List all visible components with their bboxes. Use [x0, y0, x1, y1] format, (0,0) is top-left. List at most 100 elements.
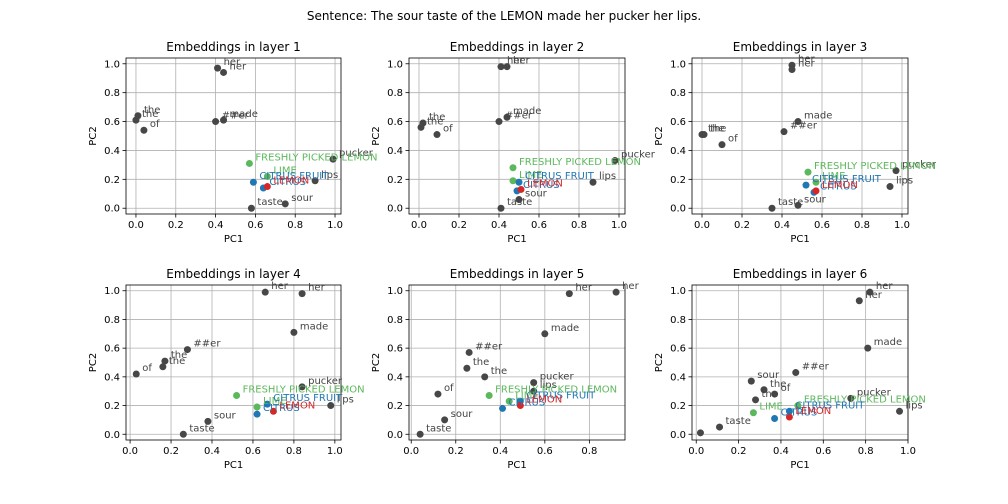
- point-label: LIME: [515, 390, 538, 401]
- point-label: taste: [189, 423, 214, 434]
- scatter-point: [896, 407, 904, 415]
- point-label: made: [513, 106, 541, 117]
- scatter-point: [771, 390, 779, 398]
- scatter-point: [716, 423, 724, 431]
- scatter-point: [804, 168, 812, 176]
- y-tick-label: 0.4: [387, 146, 403, 157]
- y-tick-label: 0.0: [670, 430, 686, 441]
- y-tick-label: 0.0: [104, 430, 120, 441]
- y-tick-label: 0.8: [387, 88, 403, 99]
- point-label: her: [513, 56, 530, 67]
- y-tick-label: 0.8: [104, 88, 120, 99]
- point-label: CITRUS: [523, 180, 560, 191]
- scatter-point: [290, 328, 298, 336]
- y-tick-label: 1.0: [387, 286, 403, 297]
- point-label: her: [224, 57, 241, 68]
- x-tick-label: 1.0: [900, 446, 916, 457]
- y-tick-label: 1.0: [104, 59, 120, 70]
- x-axis-label: PC1: [224, 234, 243, 245]
- point-label: CITRUS FRUIT: [812, 174, 882, 185]
- chart-title: Embeddings in layer 4: [166, 267, 300, 281]
- point-label: LEMON: [526, 395, 562, 406]
- y-tick-label: 0.4: [387, 372, 403, 383]
- point-labels: thetheofherhermade##erpuckerlipssourtast…: [142, 57, 377, 208]
- point-label: the: [473, 357, 489, 368]
- scatter-point: [749, 409, 757, 417]
- scatter-point: [245, 159, 253, 167]
- x-tick-label: 0.6: [537, 446, 553, 457]
- point-label: lips: [896, 176, 913, 187]
- x-axis-label: PC1: [790, 460, 809, 471]
- point-label: FRESHLY PICKED LEMON: [814, 161, 936, 172]
- y-tick-label: 0.6: [104, 117, 120, 128]
- scatter-point: [212, 118, 220, 126]
- x-tick-label: 1.0: [894, 220, 910, 231]
- chart-panel-1: 0.0 0.2 0.4 0.6 0.8 1.0 0.0 0.2 0.4 0.6 0.8 1.0 Embe…: [88, 40, 377, 245]
- point-label: FRESHLY PICKED LEMON: [495, 385, 617, 396]
- chart-title: Embeddings in layer 5: [450, 267, 584, 281]
- x-tick-label: 1.0: [327, 220, 343, 231]
- point-label: taste: [507, 197, 532, 208]
- point-label: FRESHLY PICKED LEMON: [519, 157, 641, 168]
- y-axis-label: PC2: [88, 353, 99, 372]
- point-label: the: [708, 124, 724, 135]
- point-label: pucker: [902, 160, 937, 171]
- scatter-point: [785, 407, 793, 415]
- point-label: of: [142, 363, 152, 374]
- x-tick-label: 0.6: [245, 446, 261, 457]
- scatter-point: [812, 178, 820, 186]
- scatter-point: [485, 392, 493, 400]
- point-label: of: [728, 134, 738, 145]
- point-label: her: [865, 290, 882, 301]
- point-label: the: [491, 366, 507, 377]
- x-tick-label: 0.6: [247, 220, 263, 231]
- chart-title: Embeddings in layer 2: [450, 40, 584, 54]
- scatter-point: [780, 128, 788, 136]
- x-tick-label: 0.0: [411, 220, 427, 231]
- point-label: the: [770, 379, 786, 390]
- x-axis-label: PC1: [790, 234, 809, 245]
- y-axis-label: PC2: [654, 353, 665, 372]
- point-label: LIME: [263, 396, 286, 407]
- point-label: the: [427, 116, 443, 127]
- scatter-point: [220, 68, 228, 76]
- x-tick-label: 0.4: [492, 446, 508, 457]
- scatter-point: [159, 363, 167, 371]
- point-label: made: [300, 321, 328, 332]
- point-label: pucker: [339, 148, 374, 159]
- point-label: FRESHLY PICKED LEMON: [243, 385, 365, 396]
- x-tick-label: 0.8: [858, 446, 874, 457]
- point-label: taste: [778, 197, 803, 208]
- point-label: lips: [540, 380, 557, 391]
- scatter-point: [794, 402, 802, 410]
- y-tick-label: 0.0: [670, 204, 686, 215]
- scatter-point: [233, 392, 241, 400]
- point-label: FRESHLY PICKED LEMON: [804, 395, 926, 406]
- y-axis-label: PC2: [88, 126, 99, 145]
- scatter-point: [441, 416, 449, 424]
- scatter-point: [132, 370, 140, 378]
- axes-frame: [125, 284, 342, 441]
- x-tick-label: 0.0: [403, 446, 419, 457]
- point-label: LIME: [519, 170, 542, 181]
- scatter-point: [329, 155, 337, 163]
- axes-frame: [125, 57, 342, 215]
- scatter-point: [565, 290, 573, 298]
- point-label: LEMON: [822, 180, 858, 191]
- point-label: CITRUS: [269, 177, 306, 188]
- point-label: LEMON: [279, 400, 315, 411]
- scatter-points: [132, 288, 335, 438]
- y-tick-label: 0.6: [104, 344, 120, 355]
- chart-panel-5: 0.0 0.2 0.4 0.6 0.8 0.0 0.2 0.4 0.6 0.8 1.0 Embeddi…: [371, 267, 640, 471]
- scatter-point: [416, 430, 424, 438]
- scatter-point: [261, 288, 269, 296]
- axes-frame: [691, 57, 909, 215]
- scatter-point: [263, 172, 271, 180]
- scatter-point: [495, 118, 503, 126]
- y-tick-label: 0.2: [104, 401, 120, 412]
- chart-panel-4: 0.0 0.2 0.4 0.6 0.8 1.0 0.0 0.2 0.4 0.6 0.8 1.0 Embe…: [88, 267, 365, 471]
- x-tick-label: 0.8: [286, 446, 302, 457]
- y-tick-label: 1.0: [104, 286, 120, 297]
- point-label: CITRUS FRUIT: [259, 171, 329, 182]
- y-tick-label: 0.0: [387, 430, 403, 441]
